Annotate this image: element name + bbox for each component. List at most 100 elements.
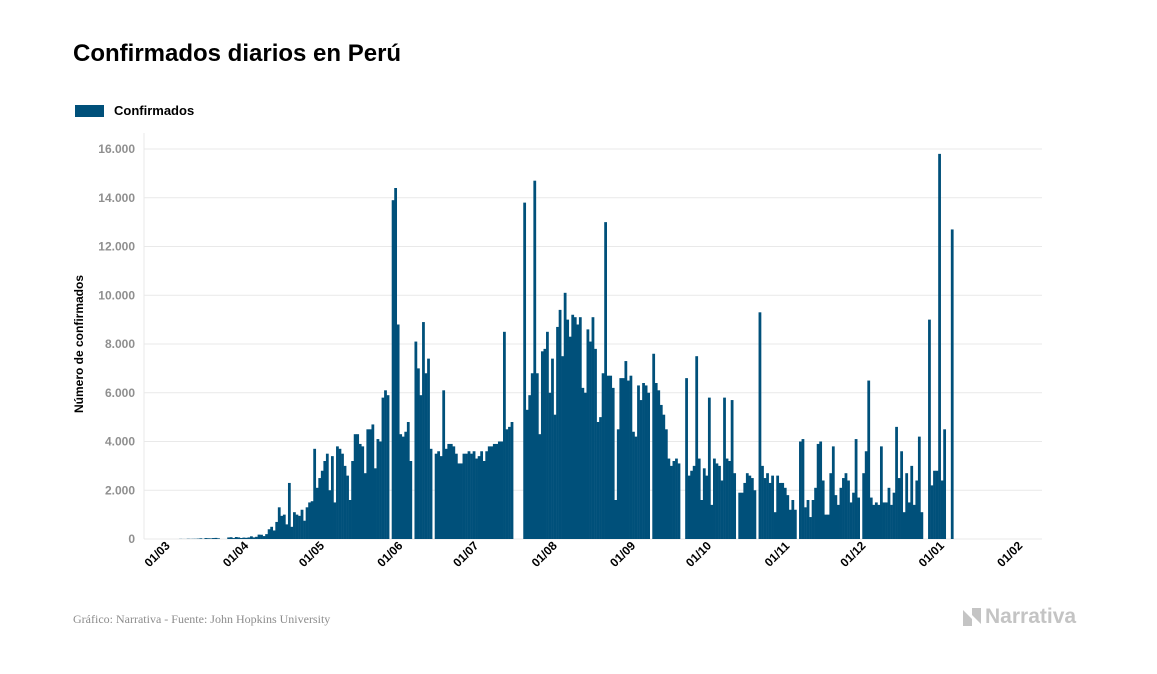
bar: [505, 429, 509, 539]
bar: [791, 500, 795, 539]
bar: [594, 348, 597, 539]
bar: [277, 507, 281, 539]
bar: [487, 446, 491, 539]
bar: [227, 537, 231, 539]
bar: [404, 431, 408, 539]
legend: Confirmados: [75, 103, 194, 118]
bar: [842, 478, 845, 539]
bar: [609, 375, 613, 539]
bar: [293, 512, 296, 539]
bar: [836, 504, 840, 539]
bar: [442, 390, 446, 539]
bar: [573, 317, 577, 539]
bar: [902, 512, 906, 539]
bar: [308, 502, 311, 539]
chart-title: Confirmados diarios en Perú: [73, 40, 402, 67]
bar: [652, 353, 656, 539]
bar: [748, 475, 752, 539]
bar: [310, 501, 314, 539]
bar: [596, 422, 600, 539]
bar: [406, 422, 410, 539]
bar: [255, 536, 258, 539]
bar: [614, 500, 618, 539]
bar: [763, 478, 767, 539]
bar: [376, 439, 380, 539]
bar: [548, 392, 552, 539]
bar: [338, 448, 342, 539]
bar: [492, 443, 496, 539]
bar: [373, 468, 377, 539]
bar: [715, 463, 719, 539]
bar: [250, 536, 253, 539]
bar: [839, 487, 843, 539]
bar: [857, 497, 860, 539]
bar: [422, 322, 425, 539]
bar: [619, 378, 623, 539]
bar: [897, 478, 901, 539]
x-tick-label: 01/09: [607, 538, 638, 569]
bar: [379, 441, 382, 539]
bar: [793, 509, 797, 539]
bar: [578, 317, 582, 539]
bar: [457, 463, 461, 539]
bar: [229, 537, 233, 539]
bar: [434, 453, 438, 539]
y-tick-label: 4.000: [105, 435, 135, 449]
bar: [915, 480, 919, 539]
bar: [654, 383, 658, 539]
bar: [677, 463, 681, 539]
bar: [781, 482, 785, 539]
bar: [806, 500, 810, 539]
bar: [632, 431, 635, 539]
bar: [535, 373, 539, 539]
bar: [740, 492, 744, 539]
bar: [639, 400, 643, 539]
bar: [209, 538, 213, 539]
bar: [583, 392, 587, 539]
bar: [624, 361, 628, 539]
bar: [381, 397, 385, 539]
bar: [687, 475, 691, 539]
bar: [325, 453, 329, 539]
bar: [462, 453, 466, 539]
bar: [265, 534, 268, 539]
bar: [272, 530, 276, 539]
bar: [298, 515, 301, 539]
bar: [799, 441, 802, 539]
bar: [217, 538, 220, 539]
legend-label: Confirmados: [114, 103, 195, 118]
bar: [829, 473, 833, 539]
bar: [424, 373, 428, 539]
bar: [862, 473, 866, 539]
bar: [409, 461, 413, 539]
y-axis-title: Número de confirmados: [72, 275, 86, 413]
source-credit: Gráfico: Narrativa - Fuente: John Hopkin…: [73, 612, 331, 626]
bar: [207, 538, 210, 539]
bar: [599, 417, 602, 539]
bar: [697, 458, 701, 539]
bar: [346, 475, 349, 539]
bar: [621, 378, 625, 539]
bar: [753, 490, 757, 539]
bar: [718, 465, 721, 539]
bar: [662, 414, 666, 539]
y-tick-label: 14.000: [98, 191, 135, 205]
bar: [313, 448, 317, 539]
bar: [591, 317, 595, 539]
y-tick-label: 12.000: [98, 240, 135, 254]
bar: [333, 502, 337, 539]
bar: [576, 324, 580, 539]
bar: [419, 395, 423, 539]
bar: [821, 480, 825, 539]
bar: [437, 451, 441, 539]
bar: [887, 487, 891, 539]
bar: [589, 341, 592, 539]
bar: [890, 504, 893, 539]
bar: [318, 478, 322, 539]
narrativa-logo-icon: [963, 608, 981, 626]
brand-label: Narrativa: [985, 605, 1077, 628]
bar: [657, 390, 661, 539]
bar: [634, 436, 638, 539]
bar: [844, 473, 848, 539]
